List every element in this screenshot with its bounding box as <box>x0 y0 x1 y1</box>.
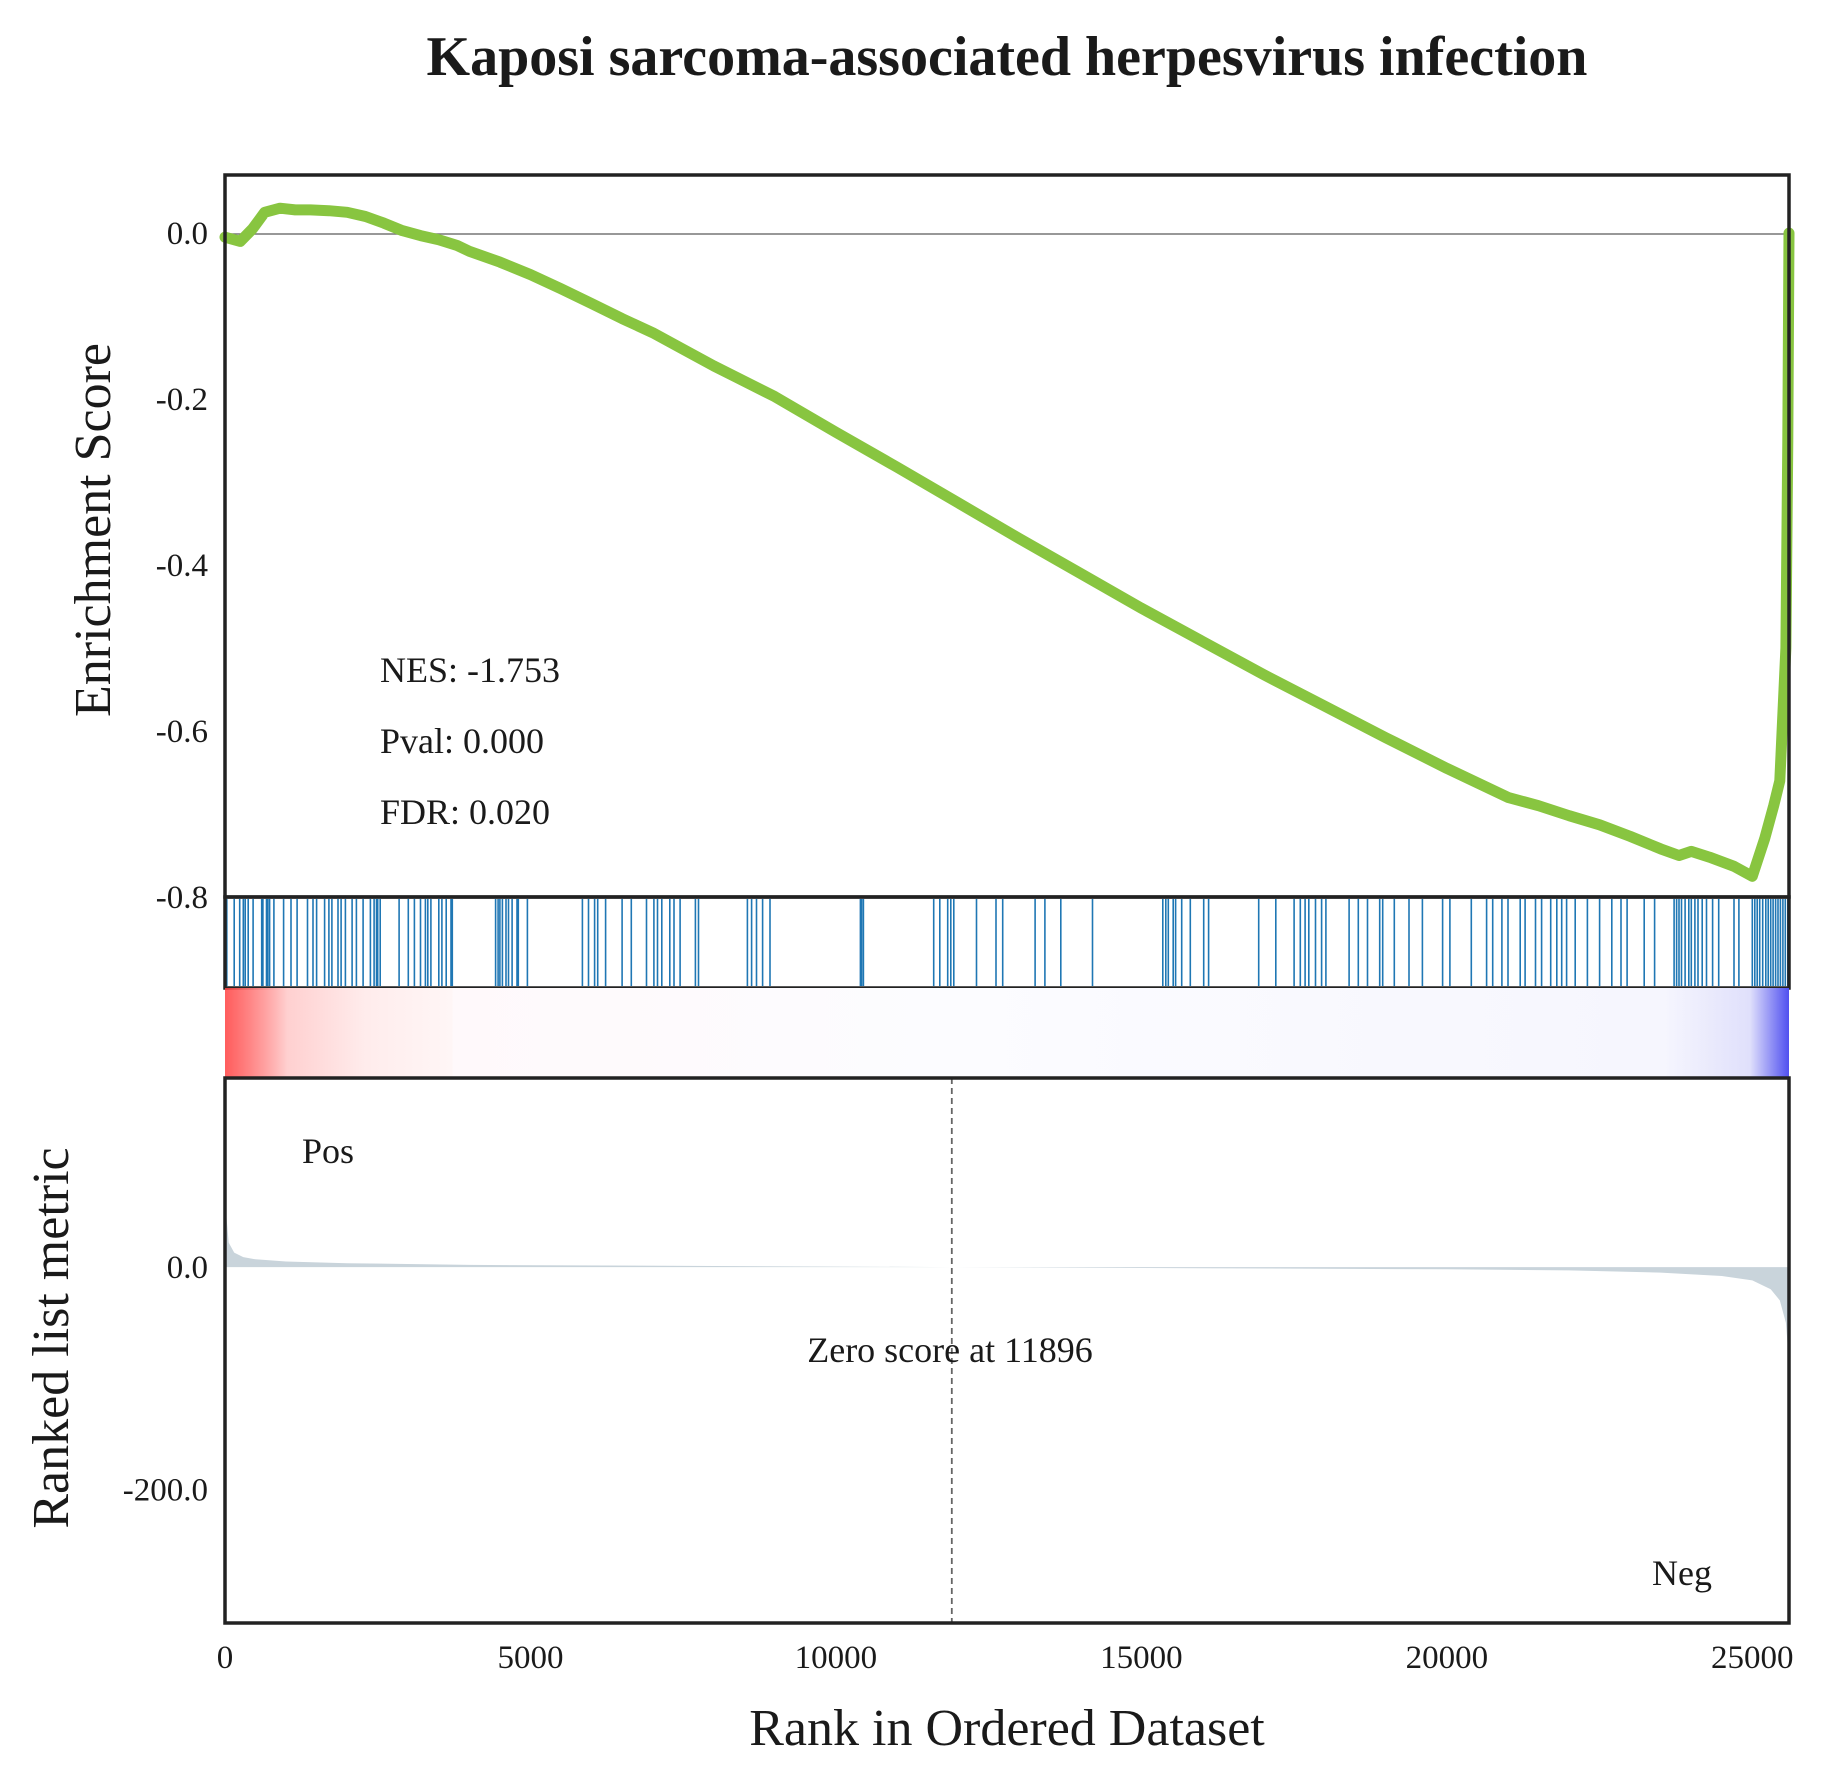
rank-gradient-bar <box>225 988 1789 1078</box>
chart-title: Kaposi sarcoma-associated herpesvirus in… <box>427 26 1588 88</box>
hits-panel-frame <box>223 895 1791 990</box>
es-y-tick-label: -0.2 <box>156 382 208 418</box>
metric-y-tick-label: -200.0 <box>123 1473 208 1509</box>
x-tick-label: 20000 <box>1406 1640 1489 1676</box>
metric-panel: Zero score at 11896 Pos Neg 0.0 -200.0 Ra… <box>23 1076 1791 1625</box>
es-panel: 0.0 -0.2 -0.4 -0.6 -0.8 NES: -1.753 Pval: 0.… <box>65 173 1795 916</box>
metric-y-tick-label: 0.0 <box>167 1250 208 1286</box>
neg-label: Neg <box>1652 1553 1712 1593</box>
x-tick-label: 10000 <box>795 1640 878 1676</box>
x-tick-label: 5000 <box>498 1640 564 1676</box>
x-tick-label: 0 <box>217 1640 234 1676</box>
es-y-tick-label: 0.0 <box>167 216 208 252</box>
x-tick-label: 25000 <box>1711 1640 1794 1676</box>
pval-annotation: Pval: 0.000 <box>380 721 544 761</box>
es-y-tick-label: -0.6 <box>156 714 208 750</box>
es-y-tick-label: -0.8 <box>156 880 208 916</box>
hits-panel <box>223 895 1791 990</box>
pos-label: Pos <box>302 1131 354 1171</box>
x-tick-label: 15000 <box>1100 1640 1183 1676</box>
fdr-annotation: FDR: 0.020 <box>380 792 550 832</box>
x-axis-label: Rank in Ordered Dataset <box>749 1700 1265 1757</box>
es-axis-label: Enrichment Score <box>65 343 122 717</box>
metric-panel-frame <box>223 1076 1791 1625</box>
enrichment-score-line <box>219 202 1795 882</box>
zero-score-label: Zero score at 11896 <box>807 1330 1093 1370</box>
metric-axis-label: Ranked list metric <box>23 1147 80 1528</box>
es-y-tick-label: -0.4 <box>156 548 208 584</box>
nes-annotation: NES: -1.753 <box>380 650 560 690</box>
